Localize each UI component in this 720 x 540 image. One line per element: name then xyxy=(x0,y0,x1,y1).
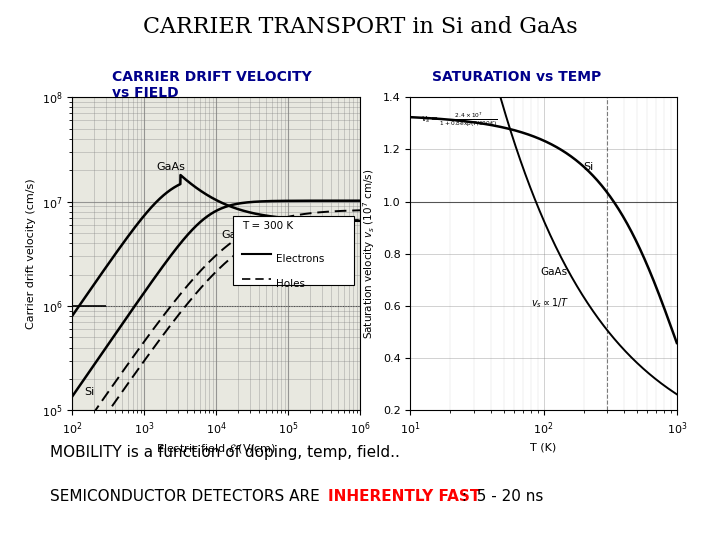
Y-axis label: Carrier drift velocity (cm/s): Carrier drift velocity (cm/s) xyxy=(26,179,36,329)
Text: GaAs: GaAs xyxy=(157,162,186,172)
Text: T = 300 K: T = 300 K xyxy=(242,221,293,231)
Text: MOBILITY is a function of doping, temp, field..: MOBILITY is a function of doping, temp, … xyxy=(50,446,400,461)
Text: GaAs: GaAs xyxy=(541,267,568,276)
Text: Si: Si xyxy=(584,163,594,172)
X-axis label: Electric field $\mathcal{E}$ (V/cm): Electric field $\mathcal{E}$ (V/cm) xyxy=(156,442,276,455)
Text: SATURATION vs TEMP: SATURATION vs TEMP xyxy=(432,70,601,84)
Bar xyxy=(233,216,354,285)
Text: CARRIER TRANSPORT in Si and GaAs: CARRIER TRANSPORT in Si and GaAs xyxy=(143,16,577,38)
Text: CARRIER DRIFT VELOCITY
vs FIELD: CARRIER DRIFT VELOCITY vs FIELD xyxy=(112,70,311,100)
X-axis label: T (K): T (K) xyxy=(531,442,557,453)
Y-axis label: Saturation velocity $v_s$ (10$^7$ cm/s): Saturation velocity $v_s$ (10$^7$ cm/s) xyxy=(361,168,377,339)
Text: INHERENTLY FAST: INHERENTLY FAST xyxy=(328,489,480,504)
Text: Si: Si xyxy=(85,387,95,397)
Text: Electrons: Electrons xyxy=(276,254,325,264)
Text: $v_s = \frac{2.4\times10^7}{1+0.8\exp(T/600K)}$: $v_s = \frac{2.4\times10^7}{1+0.8\exp(T/… xyxy=(421,110,498,127)
Text: $v_s \propto 1/T$: $v_s \propto 1/T$ xyxy=(531,296,570,310)
Text: Holes: Holes xyxy=(276,279,305,289)
Text: :  5 - 20 ns: : 5 - 20 ns xyxy=(457,489,544,504)
Text: SEMICONDUCTOR DETECTORS ARE: SEMICONDUCTOR DETECTORS ARE xyxy=(50,489,325,504)
Text: GaAs: GaAs xyxy=(222,230,251,240)
